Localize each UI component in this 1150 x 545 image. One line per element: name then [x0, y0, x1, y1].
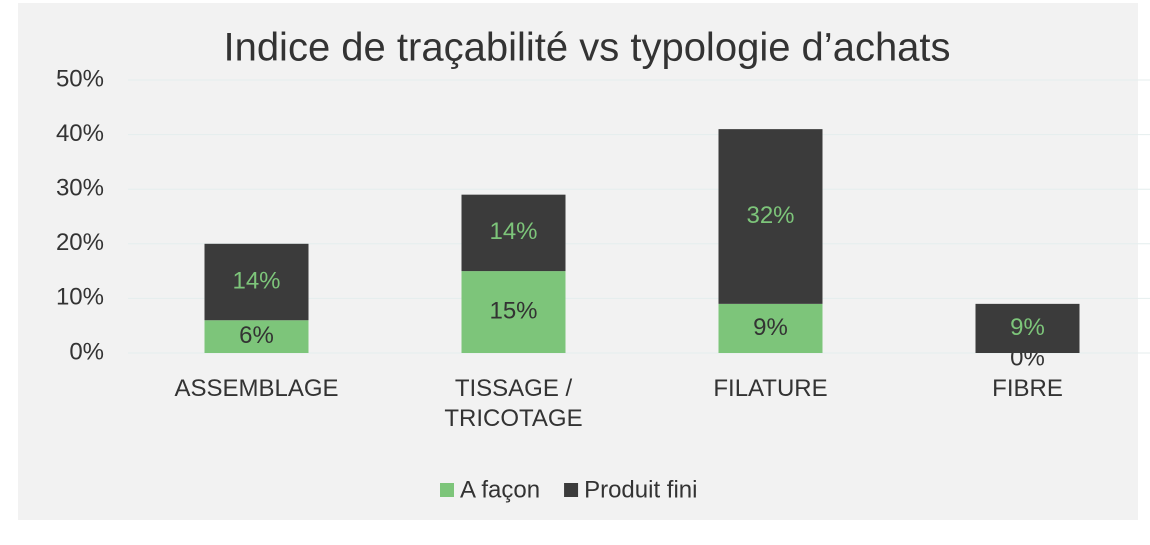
data-label: 14%	[232, 267, 280, 294]
legend-swatch	[440, 483, 454, 497]
bar-segment	[461, 194, 566, 272]
x-tick-label: ASSEMBLAGE	[174, 375, 339, 402]
bar-segment	[204, 320, 309, 353]
y-tick-label: 30%	[56, 175, 104, 202]
y-tick-label: 50%	[56, 65, 104, 92]
chart-background	[18, 3, 1138, 520]
bar-segment	[718, 303, 823, 353]
legend-swatch	[564, 483, 579, 497]
x-tick-label: FIBRE	[992, 375, 1063, 402]
data-label: 6%	[239, 322, 274, 349]
data-label: 9%	[1010, 314, 1045, 341]
x-tick-label: TISSAGE / TRICOTAGE	[444, 375, 583, 432]
legend-label: Produit fini	[584, 476, 697, 503]
y-tick-label: 10%	[56, 284, 104, 311]
chart-title: Indice de traçabilité vs typologie d’ach…	[223, 26, 950, 70]
data-label: 9%	[753, 314, 788, 341]
bar-segment	[718, 129, 823, 304]
y-tick-label: 20%	[56, 229, 104, 256]
data-label: 32%	[746, 202, 794, 229]
data-label: 15%	[489, 297, 537, 324]
y-tick-label: 40%	[56, 120, 104, 147]
bar-segment	[461, 271, 566, 353]
data-label: 14%	[489, 218, 537, 245]
x-tick-label: FILATURE	[713, 375, 828, 402]
legend-label: A façon	[460, 476, 540, 503]
bar-segment	[975, 303, 1080, 353]
y-tick-label: 0%	[69, 338, 104, 365]
bar-segment	[204, 243, 309, 321]
